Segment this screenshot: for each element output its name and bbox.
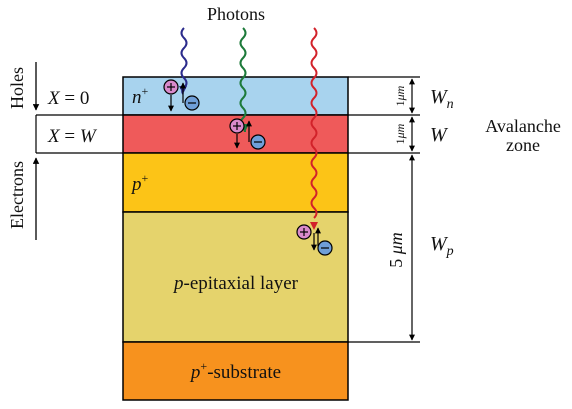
green-photon xyxy=(239,27,247,133)
wn-label: Wn xyxy=(430,86,454,112)
dim-label-mid: 1μm xyxy=(393,123,407,144)
n-plus-label: n+ xyxy=(132,84,149,108)
p-plus-label: p+ xyxy=(130,171,149,195)
w-label: W xyxy=(430,124,449,146)
n-plus-layer xyxy=(122,76,349,116)
dim-label-top: 1μm xyxy=(393,85,407,106)
x-zero-label: X = 0 xyxy=(47,88,89,109)
photons-title: Photons xyxy=(207,4,265,24)
x-w-label: X = W xyxy=(47,126,98,147)
substrate-layer xyxy=(122,341,349,401)
avalanche-zone-line1: Avalanche xyxy=(485,116,561,136)
electrons-label: Electrons xyxy=(7,161,27,229)
epitaxial-label: p-epitaxial layer xyxy=(172,273,299,294)
carrier-pair-n xyxy=(163,79,200,112)
avalanche-zone-line2: zone xyxy=(506,135,540,155)
substrate-label: p+-substrate xyxy=(189,359,281,383)
carrier-pair-epitaxial xyxy=(296,224,333,256)
dim-label-big: 5 μm xyxy=(386,232,406,268)
carrier-pair-avalanche xyxy=(229,118,266,150)
red-photon-arrowhead xyxy=(310,222,318,230)
red-photon xyxy=(310,27,318,219)
wp-label: Wp xyxy=(430,233,454,259)
p-plus-layer xyxy=(122,152,349,213)
holes-label: Holes xyxy=(7,67,27,109)
